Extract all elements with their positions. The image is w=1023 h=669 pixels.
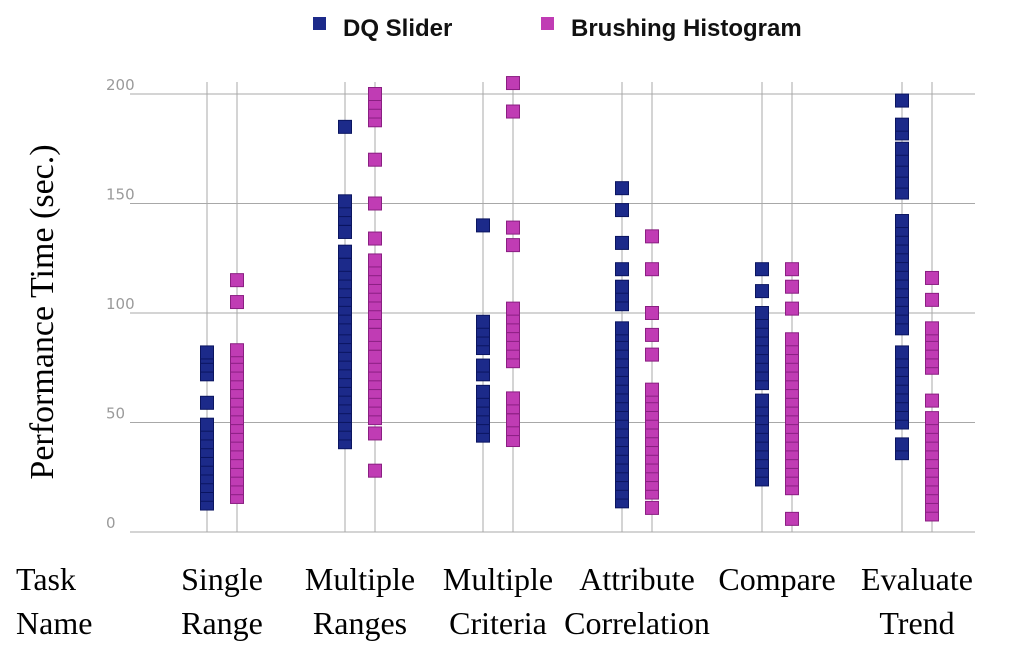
grid [130,82,975,533]
point-dq-slider-task0-14 [200,345,214,360]
task-label-0-line-1: Single [181,561,263,597]
data-points [200,76,939,526]
point-dq-slider-task2-12 [476,218,490,233]
point-brushing-histogram-task0-18 [230,295,244,310]
point-dq-slider-task3-25 [615,235,629,250]
task-label-5-line-2: Trend [879,605,954,641]
legend: DQ Slider Brushing Histogram [313,15,802,42]
point-brushing-histogram-task5-11 [925,411,939,426]
point-dq-slider-task3-24 [615,262,629,277]
point-brushing-histogram-task1-9 [368,349,382,364]
y-tick-label-0: 0 [106,514,116,532]
point-brushing-histogram-task1-0 [368,463,382,478]
point-dq-slider-task0-10 [200,395,214,410]
y-axis-label: Performance Time (sec.) [24,144,61,479]
y-tick-label-1: 50 [106,405,125,423]
task-label-1-line-1: Multiple [305,561,415,597]
point-brushing-histogram-task0-17 [230,343,244,358]
task-label-3-line-1: Attribute [579,561,695,597]
task-name-labels: Task Name Single Range Multiple Ranges Multi… [16,561,973,641]
point-dq-slider-task4-20 [755,262,769,277]
point-dq-slider-task4-9 [755,393,769,408]
point-brushing-histogram-task3-18 [645,229,659,244]
point-dq-slider-task0-9 [200,417,214,432]
point-brushing-histogram-task1-22 [368,152,382,167]
point-brushing-histogram-task1-26 [368,87,382,101]
y-tick-label-3: 150 [106,186,135,204]
point-dq-slider-task5-23 [895,214,909,229]
point-dq-slider-task5-28 [895,141,909,156]
point-brushing-histogram-task2-11 [506,301,520,316]
point-dq-slider-task1-20 [338,257,352,272]
point-brushing-histogram-task2-4 [506,391,520,406]
point-dq-slider-task2-5 [476,384,490,399]
legend-label-brushing-histogram: Brushing Histogram [571,15,802,42]
point-dq-slider-task1-25 [338,194,352,209]
point-brushing-histogram-task3-16 [645,306,659,320]
point-dq-slider-task1-21 [338,244,352,259]
task-label-2-line-2: Criteria [449,605,547,641]
point-brushing-histogram-task4-18 [785,332,799,347]
task-header-line-1: Task [16,561,76,597]
task-label-3-line-2: Correlation [564,605,710,641]
point-dq-slider-task5-31 [895,93,909,108]
point-brushing-histogram-task3-14 [645,347,659,362]
point-brushing-histogram-task3-13 [645,382,659,397]
point-dq-slider-task3-26 [615,203,629,218]
task-label-5-line-1: Evaluate [861,561,973,597]
point-brushing-histogram-task5-18 [925,321,939,336]
point-brushing-histogram-task2-15 [506,76,520,91]
point-dq-slider-task3-20 [615,321,629,336]
task-header-line-2: Name [16,605,92,641]
point-brushing-histogram-task4-19 [785,301,799,316]
point-brushing-histogram-task3-15 [645,327,659,342]
point-dq-slider-task4-19 [755,284,769,299]
task-label-0-line-2: Range [181,605,263,641]
point-dq-slider-task2-11 [476,314,490,329]
task-label-2-line-1: Multiple [443,561,553,597]
point-dq-slider-task3-23 [615,279,629,294]
point-brushing-histogram-task5-19 [925,292,939,307]
task-label-1-line-2: Ranges [313,605,407,641]
point-brushing-histogram-task1-1 [368,426,382,441]
point-brushing-histogram-task1-11 [368,327,382,342]
y-axis-ticks: 0 50 100 150 200 [106,76,135,532]
point-dq-slider-task5-30 [895,117,909,132]
point-brushing-histogram-task1-19 [368,253,382,268]
point-brushing-histogram-task5-20 [925,270,939,285]
point-dq-slider-task5-10 [895,345,909,360]
point-brushing-histogram-task3-0 [645,500,659,515]
point-brushing-histogram-task0-19 [230,273,244,288]
point-dq-slider-task5-1 [895,437,909,452]
legend-marker-dq-slider [313,17,326,30]
point-brushing-histogram-task1-21 [368,196,382,211]
legend-marker-brushing-histogram [541,17,554,30]
y-tick-label-2: 100 [106,295,135,313]
point-dq-slider-task1-22 [338,224,352,239]
point-dq-slider-task3-27 [615,181,629,196]
point-brushing-histogram-task4-0 [785,511,799,526]
point-dq-slider-task1-26 [338,119,352,134]
point-brushing-histogram-task4-20 [785,279,799,294]
point-brushing-histogram-task5-12 [925,393,939,408]
point-dq-slider-task4-18 [755,306,769,320]
point-dq-slider-task2-7 [476,358,490,373]
point-brushing-histogram-task4-21 [785,262,799,277]
legend-label-dq-slider: DQ Slider [343,15,452,42]
point-brushing-histogram-task2-2 [506,413,520,428]
point-brushing-histogram-task2-13 [506,220,520,235]
point-brushing-histogram-task3-17 [645,262,659,277]
point-brushing-histogram-task2-12 [506,238,520,253]
point-brushing-histogram-task2-14 [506,104,520,119]
point-brushing-histogram-task1-20 [368,231,382,246]
task-label-4-line-1: Compare [718,561,835,597]
y-tick-label-4: 200 [106,76,135,94]
